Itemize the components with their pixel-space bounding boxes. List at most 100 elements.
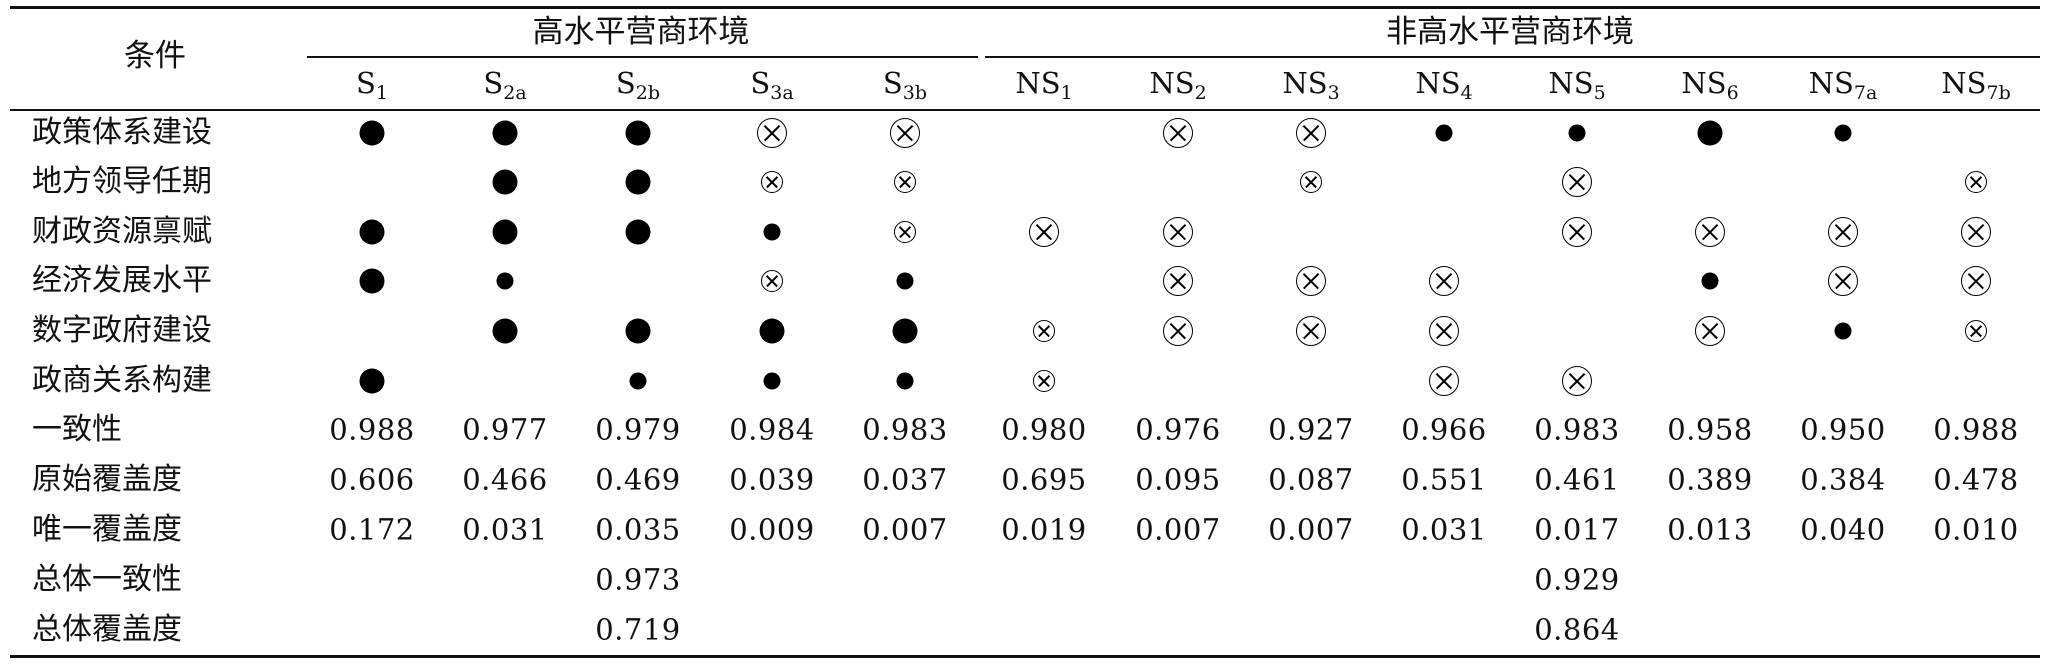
row-label: 总体一致性 <box>32 562 182 597</box>
peripheral-absent-icon <box>761 270 783 292</box>
core-absent-icon <box>1961 217 1991 247</box>
table-cell-value: 0.983 <box>862 412 948 447</box>
peripheral-present-icon <box>496 272 514 290</box>
core-absent-icon <box>1429 316 1459 346</box>
column-header: NS6 <box>1681 66 1739 104</box>
core-absent-icon <box>1828 266 1858 296</box>
core-present-icon <box>892 318 918 344</box>
peripheral-present-icon <box>1834 322 1852 340</box>
row-label: 政策体系建设 <box>32 115 212 150</box>
peripheral-absent-icon <box>1965 320 1987 342</box>
table-cell-value: 0.384 <box>1800 462 1886 497</box>
core-absent-icon <box>1828 217 1858 247</box>
table-cell-value: 0.007 <box>1268 512 1354 547</box>
core-present-icon <box>492 120 518 146</box>
core-absent-icon <box>1163 217 1193 247</box>
table-cell-value: 0.958 <box>1667 412 1753 447</box>
table-cell-value: 0.984 <box>729 412 815 447</box>
row-label: 总体覆盖度 <box>32 612 182 647</box>
group-rule <box>307 56 978 58</box>
condition-header: 条件 <box>124 38 186 74</box>
column-header: S3a <box>750 66 794 104</box>
peripheral-present-icon <box>629 372 647 390</box>
core-present-icon <box>625 169 651 195</box>
peripheral-absent-icon <box>894 221 916 243</box>
row-label: 地方领导任期 <box>32 164 212 199</box>
table-cell-value: 0.019 <box>1001 512 1087 547</box>
core-present-icon <box>492 169 518 195</box>
core-absent-icon <box>1429 366 1459 396</box>
row-label: 原始覆盖度 <box>32 462 182 497</box>
row-label: 政商关系构建 <box>32 363 212 398</box>
core-present-icon <box>359 120 385 146</box>
core-present-icon <box>492 219 518 245</box>
table-cell-value: 0.087 <box>1268 462 1354 497</box>
core-absent-icon <box>890 118 920 148</box>
column-header: NS7b <box>1941 66 2011 104</box>
table-cell-value: 0.389 <box>1667 462 1753 497</box>
column-header: S2a <box>483 66 527 104</box>
table-cell-value: 0.010 <box>1933 512 2019 547</box>
column-header: NS4 <box>1415 66 1473 104</box>
table-cell-value: 0.983 <box>1534 412 1620 447</box>
table-cell-value: 0.009 <box>729 512 815 547</box>
peripheral-absent-icon <box>1965 171 1987 193</box>
table-cell-value: 0.039 <box>729 462 815 497</box>
row-label: 财政资源禀赋 <box>32 214 212 249</box>
core-absent-icon <box>1695 316 1725 346</box>
core-present-icon <box>759 318 785 344</box>
core-present-icon <box>492 318 518 344</box>
peripheral-absent-icon <box>1033 320 1055 342</box>
top-rule <box>10 6 2040 9</box>
peripheral-present-icon <box>896 372 914 390</box>
table-cell-value: 0.988 <box>1933 412 2019 447</box>
table-cell-value: 0.035 <box>595 512 681 547</box>
overall-value-high: 0.973 <box>595 562 681 597</box>
core-present-icon <box>625 120 651 146</box>
peripheral-absent-icon <box>894 171 916 193</box>
overall-value-non-high: 0.864 <box>1534 612 1620 647</box>
core-present-icon <box>1697 120 1723 146</box>
core-absent-icon <box>1562 217 1592 247</box>
core-present-icon <box>359 219 385 245</box>
core-absent-icon <box>1562 167 1592 197</box>
table-cell-value: 0.988 <box>329 412 415 447</box>
core-absent-icon <box>1163 118 1193 148</box>
table-cell-value: 0.013 <box>1667 512 1753 547</box>
row-label: 经济发展水平 <box>32 263 212 298</box>
core-absent-icon <box>1961 266 1991 296</box>
table-cell-value: 0.095 <box>1135 462 1221 497</box>
table-cell-value: 0.979 <box>595 412 681 447</box>
table-cell-value: 0.466 <box>462 462 548 497</box>
core-absent-icon <box>1695 217 1725 247</box>
group-header-non-high: 非高水平营商环境 <box>1386 14 1634 50</box>
row-label: 一致性 <box>32 412 122 447</box>
header-rule <box>10 109 2040 111</box>
table-cell-value: 0.037 <box>862 462 948 497</box>
table-cell-value: 0.966 <box>1401 412 1487 447</box>
group-header-high: 高水平营商环境 <box>532 14 750 50</box>
table-cell-value: 0.031 <box>462 512 548 547</box>
peripheral-absent-icon <box>1300 171 1322 193</box>
table-cell-value: 0.040 <box>1800 512 1886 547</box>
table-cell-value: 0.977 <box>462 412 548 447</box>
column-header: NS7a <box>1808 66 1878 104</box>
core-absent-icon <box>1163 316 1193 346</box>
peripheral-present-icon <box>1568 124 1586 142</box>
table-cell-value: 0.031 <box>1401 512 1487 547</box>
peripheral-present-icon <box>1701 272 1719 290</box>
core-present-icon <box>625 219 651 245</box>
overall-value-high: 0.719 <box>595 612 681 647</box>
row-label: 唯一覆盖度 <box>32 512 182 547</box>
table-cell-value: 0.469 <box>595 462 681 497</box>
peripheral-present-icon <box>1834 124 1852 142</box>
table-cell-value: 0.017 <box>1534 512 1620 547</box>
table-cell-value: 0.950 <box>1800 412 1886 447</box>
core-absent-icon <box>1562 366 1592 396</box>
table-cell-value: 0.606 <box>329 462 415 497</box>
column-header: S2b <box>615 66 661 104</box>
column-header: NS1 <box>1015 66 1073 104</box>
table-cell-value: 0.695 <box>1001 462 1087 497</box>
bottom-rule <box>10 655 2040 658</box>
peripheral-absent-icon <box>1033 370 1055 392</box>
